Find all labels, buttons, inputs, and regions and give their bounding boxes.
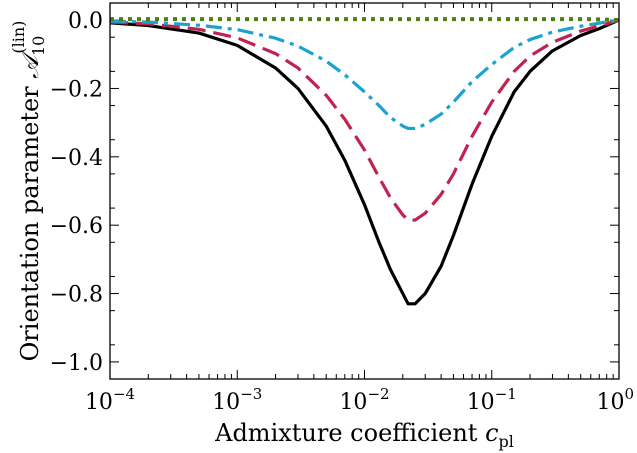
series-line-3 bbox=[109, 18, 620, 131]
x-tick-label-base: 10 bbox=[212, 390, 240, 415]
y-axis-label: Orientation parameter 𝒜10(lin) bbox=[9, 21, 48, 362]
x-tick-label-exponent: −4 bbox=[113, 385, 135, 403]
x-tick-label: 10−1 bbox=[467, 385, 517, 415]
x-tick-label: 10−2 bbox=[339, 385, 389, 415]
x-axis-label-symbol: c bbox=[485, 419, 498, 447]
series-line-4 bbox=[110, 17, 620, 23]
series-line-2 bbox=[109, 18, 620, 222]
x-tick-label: 10−4 bbox=[85, 385, 135, 415]
y-tick-label: −0.6 bbox=[50, 214, 103, 239]
x-tick-labels: 10−4 10−3 10−2 10−1 100 bbox=[85, 385, 634, 415]
y-tick-label: −1.0 bbox=[50, 351, 103, 376]
plot-frame bbox=[109, 2, 620, 380]
y-axis-label-subscript: 10 bbox=[29, 36, 48, 56]
x-tick-label-base: 10 bbox=[85, 390, 113, 415]
series-lines bbox=[109, 17, 620, 306]
y-tick-label: −0.4 bbox=[50, 146, 103, 171]
y-tick-labels: 0.0 −0.2 −0.4 −0.6 −0.8 −1.0 bbox=[50, 9, 103, 376]
x-axis-label-subscript: pl bbox=[499, 432, 514, 451]
x-tick-label: 10−3 bbox=[212, 385, 262, 415]
x-tick-label-exponent: −1 bbox=[495, 385, 517, 403]
y-axis-label-superscript: (lin) bbox=[9, 21, 28, 54]
y-axis-label-text: Orientation parameter bbox=[16, 79, 44, 362]
y-tick-label: −0.8 bbox=[50, 283, 103, 308]
x-tick-label-base: 10 bbox=[467, 390, 495, 415]
x-tick-label-exponent: −3 bbox=[240, 385, 262, 403]
y-tick-label: 0.0 bbox=[68, 9, 103, 34]
x-axis-label: Admixture coefficient cpl bbox=[214, 419, 514, 451]
x-tick-label-base: 10 bbox=[339, 390, 367, 415]
series-line-1 bbox=[109, 18, 620, 306]
x-tick-label-base: 10 bbox=[596, 390, 624, 415]
x-tick-label-exponent: 0 bbox=[624, 385, 634, 403]
x-tick-label-exponent: −2 bbox=[367, 385, 389, 403]
y-tick-label: −0.2 bbox=[50, 77, 103, 102]
x-tick-label: 100 bbox=[596, 385, 634, 415]
x-axis-label-text: Admixture coefficient bbox=[214, 419, 485, 447]
